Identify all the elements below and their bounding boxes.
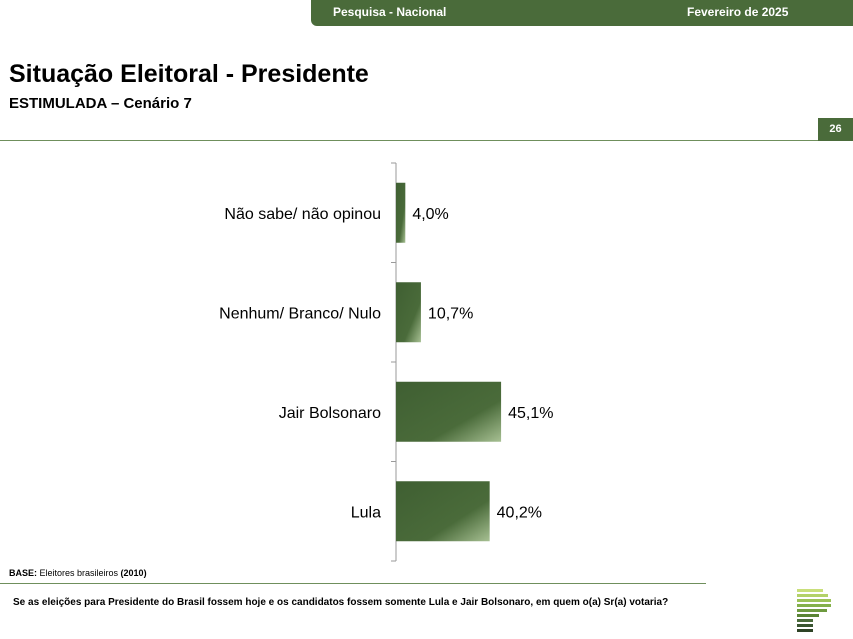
page-number: 26 bbox=[818, 118, 853, 141]
value-label-0: 4,0% bbox=[412, 206, 448, 223]
bar-0 bbox=[396, 182, 406, 243]
value-label-3: 40,2% bbox=[497, 504, 542, 521]
base-text: Eleitores brasileiros bbox=[37, 568, 121, 578]
value-label-2: 45,1% bbox=[508, 405, 553, 422]
striped-p-logo-icon bbox=[797, 589, 831, 632]
footer-divider bbox=[0, 583, 706, 584]
bar-3 bbox=[396, 481, 490, 542]
bar-1 bbox=[396, 282, 421, 343]
bar-2 bbox=[396, 381, 502, 442]
category-label-2: Jair Bolsonaro bbox=[279, 405, 381, 422]
title-divider bbox=[0, 140, 818, 141]
category-label-1: Nenhum/ Branco/ Nulo bbox=[219, 305, 381, 322]
survey-date-label: Fevereiro de 2025 bbox=[687, 5, 789, 19]
base-year: (2010) bbox=[120, 568, 147, 578]
category-label-0: Não sabe/ não opinou bbox=[224, 206, 381, 223]
page-title: Situação Eleitoral - Presidente bbox=[9, 60, 369, 88]
survey-question: Se as eleições para Presidente do Brasil… bbox=[13, 597, 669, 608]
survey-scope-label: Pesquisa - Nacional bbox=[333, 5, 447, 19]
page-subtitle: ESTIMULADA – Cenário 7 bbox=[9, 95, 192, 112]
base-label: BASE: bbox=[9, 568, 38, 578]
category-label-3: Lula bbox=[351, 504, 381, 521]
sample-base-note: BASE: Eleitores brasileiros (2010) bbox=[9, 568, 147, 578]
header-bar: Pesquisa - Nacional Fevereiro de 2025 bbox=[311, 0, 853, 26]
value-label-1: 10,7% bbox=[428, 305, 473, 322]
